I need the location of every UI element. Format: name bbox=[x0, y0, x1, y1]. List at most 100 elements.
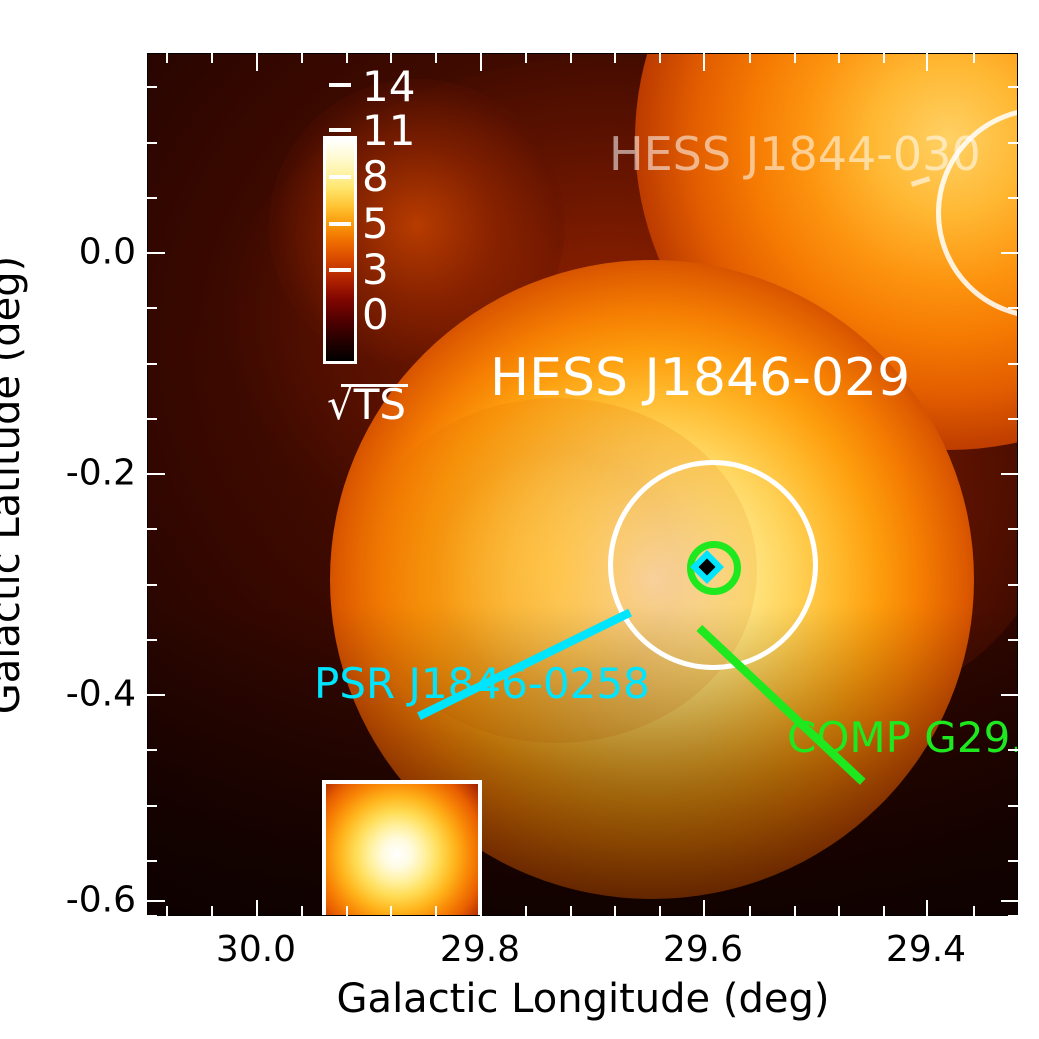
colorbar-label-14: 14 bbox=[362, 62, 416, 111]
xtick-minor bbox=[524, 53, 527, 63]
colorbar-title-text: TS bbox=[353, 380, 407, 429]
ytick-minor bbox=[1008, 86, 1018, 89]
xtick-minor bbox=[569, 906, 572, 916]
ytick-minor bbox=[1008, 528, 1018, 531]
xtick-minor bbox=[972, 906, 975, 916]
x-axis-title: Galactic Longitude (deg) bbox=[336, 976, 830, 1022]
ytick-minor bbox=[147, 804, 157, 807]
ytick-major-m0-2 bbox=[147, 473, 165, 475]
ytick-minor bbox=[147, 362, 157, 365]
xtick-minor bbox=[659, 906, 662, 916]
ytick-label-m0-2: -0.2 bbox=[65, 452, 136, 494]
colorbar-label-8: 8 bbox=[362, 152, 389, 201]
xtick-minor bbox=[390, 53, 393, 63]
colorbar-tick-11 bbox=[329, 128, 351, 132]
ytick-minor bbox=[1008, 307, 1018, 310]
sqrt-radical-icon: √ bbox=[327, 380, 354, 429]
colorbar bbox=[323, 136, 357, 364]
colorbar-tick-8 bbox=[329, 175, 351, 179]
xtick-minor bbox=[435, 906, 438, 916]
ytick-minor bbox=[147, 141, 157, 144]
ytick-label-m0-4: -0.4 bbox=[65, 673, 136, 715]
xtick-minor bbox=[748, 53, 751, 63]
ytick-major-m0-6 bbox=[147, 900, 165, 902]
sky-map-plot-area: 14 11 8 5 3 0 √TS HESS J1844-030 HESS J1… bbox=[147, 53, 1018, 916]
xtick-minor bbox=[972, 53, 975, 63]
xtick-minor bbox=[793, 53, 796, 63]
xtick-minor bbox=[524, 906, 527, 916]
ytick-minor bbox=[1008, 362, 1018, 365]
colorbar-tick-14 bbox=[329, 83, 351, 87]
source-label-hess-j1846-029: HESS J1846-029 bbox=[490, 348, 911, 408]
xtick-minor bbox=[883, 53, 886, 63]
ytick-minor bbox=[1008, 417, 1018, 420]
ytick-minor bbox=[147, 417, 157, 420]
source-label-comp-g29-7-0-3: COMP G29.7-0.3 bbox=[787, 713, 1018, 762]
xtick-major-29-6 bbox=[703, 53, 705, 71]
colorbar-label-5: 5 bbox=[362, 199, 389, 248]
colorbar-label-3: 3 bbox=[362, 245, 389, 294]
psf-inset bbox=[322, 780, 482, 916]
xtick-minor bbox=[883, 906, 886, 916]
xtick-minor bbox=[211, 906, 214, 916]
xtick-minor bbox=[1017, 906, 1020, 916]
xtick-label-29-8: 29.8 bbox=[439, 929, 521, 970]
ytick-minor bbox=[1008, 196, 1018, 199]
xtick-major-29-6-bottom bbox=[703, 900, 705, 916]
xtick-minor bbox=[300, 906, 303, 916]
xtick-minor bbox=[166, 906, 169, 916]
xtick-minor bbox=[211, 53, 214, 63]
ytick-major-m0-4-right bbox=[1001, 694, 1018, 696]
ytick-major-0-0 bbox=[147, 252, 165, 254]
xtick-minor bbox=[300, 53, 303, 63]
ytick-minor bbox=[147, 196, 157, 199]
xtick-major-30-0 bbox=[256, 53, 258, 71]
xtick-minor bbox=[435, 53, 438, 63]
xtick-minor bbox=[748, 906, 751, 916]
xtick-minor bbox=[614, 53, 617, 63]
xtick-minor bbox=[614, 906, 617, 916]
xtick-minor bbox=[345, 53, 348, 63]
xtick-minor bbox=[793, 906, 796, 916]
ytick-minor bbox=[147, 859, 157, 862]
ytick-minor bbox=[147, 749, 157, 752]
ytick-major-m0-6-right bbox=[1001, 900, 1018, 902]
source-label-psr-j1846-0258: PSR J1846-0258 bbox=[314, 659, 650, 708]
colorbar-title: √TS bbox=[327, 380, 409, 429]
ytick-major-m0-2-right bbox=[1001, 473, 1018, 475]
xtick-label-30-0: 30.0 bbox=[215, 929, 297, 970]
colorbar-tick-5 bbox=[329, 222, 351, 226]
ytick-minor bbox=[147, 638, 157, 641]
ytick-minor bbox=[1008, 915, 1018, 917]
colorbar-label-0: 0 bbox=[362, 290, 389, 339]
xtick-minor bbox=[569, 53, 572, 63]
ytick-minor bbox=[147, 307, 157, 310]
source-label-hess-j1844-030: HESS J1844-030 bbox=[609, 127, 981, 181]
ytick-minor bbox=[147, 86, 157, 89]
sqrt-overline bbox=[341, 384, 409, 387]
xtick-minor bbox=[390, 906, 393, 916]
y-axis-title: Galactic Latitude (deg) bbox=[0, 255, 29, 715]
xtick-minor bbox=[838, 906, 841, 916]
ytick-minor bbox=[147, 583, 157, 586]
ytick-label-m0-6: -0.6 bbox=[65, 879, 136, 921]
colorbar-tick-3 bbox=[329, 268, 351, 272]
ytick-minor bbox=[1008, 583, 1018, 586]
xtick-major-29-8 bbox=[480, 53, 482, 71]
ytick-major-0-0-right bbox=[1001, 252, 1018, 254]
xtick-major-29-4 bbox=[926, 53, 928, 71]
xtick-minor bbox=[659, 53, 662, 63]
ytick-minor bbox=[1008, 638, 1018, 641]
ytick-label-0-0: 0.0 bbox=[78, 231, 136, 273]
significance-heatmap bbox=[147, 53, 1018, 916]
xtick-major-29-4-bottom bbox=[926, 900, 928, 916]
xtick-minor bbox=[166, 53, 169, 63]
xtick-major-29-8-bottom bbox=[480, 900, 482, 916]
ytick-minor bbox=[1008, 749, 1018, 752]
xtick-label-29-4: 29.4 bbox=[885, 929, 967, 970]
xtick-minor bbox=[838, 53, 841, 63]
ytick-major-m0-4 bbox=[147, 694, 165, 696]
ytick-minor bbox=[147, 528, 157, 531]
xtick-label-29-6: 29.6 bbox=[662, 929, 744, 970]
